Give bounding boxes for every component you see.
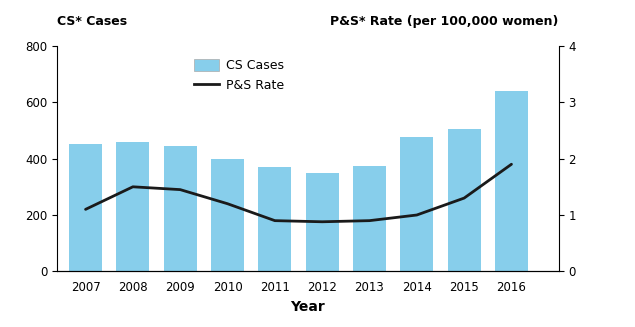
- Text: CS* Cases: CS* Cases: [57, 15, 127, 28]
- Legend: CS Cases, P&S Rate: CS Cases, P&S Rate: [189, 54, 290, 96]
- Bar: [69, 145, 102, 271]
- Bar: [164, 146, 197, 271]
- Bar: [353, 166, 386, 271]
- Text: P&S* Rate (per 100,000 women): P&S* Rate (per 100,000 women): [330, 15, 559, 28]
- Bar: [258, 167, 291, 271]
- X-axis label: Year: Year: [291, 300, 325, 314]
- Bar: [211, 159, 244, 271]
- Bar: [448, 129, 481, 271]
- Bar: [116, 142, 149, 271]
- Bar: [305, 173, 338, 271]
- Bar: [495, 91, 528, 271]
- Bar: [400, 137, 433, 271]
